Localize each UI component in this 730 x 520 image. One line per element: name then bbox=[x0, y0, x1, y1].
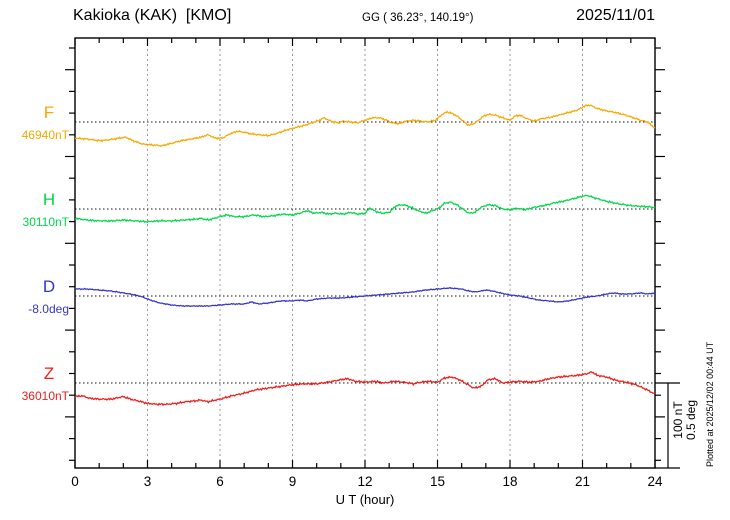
series-letter-H: H bbox=[42, 190, 56, 209]
x-tick-label-18: 18 bbox=[502, 474, 518, 489]
x-axis-label: U T (hour) bbox=[335, 492, 395, 507]
series-baseline-value-Z: 36010nT bbox=[21, 389, 69, 403]
series-letter-Z: Z bbox=[43, 364, 55, 383]
plot-date: 2025/11/01 bbox=[576, 7, 655, 24]
x-tick-label-24: 24 bbox=[647, 474, 663, 489]
plot-border bbox=[74, 37, 656, 469]
scale-bar-label-deg: 0.5 deg bbox=[684, 399, 698, 441]
geographic-coordinates: GG ( 36.23°, 140.19°) bbox=[362, 12, 474, 24]
scale-bar-label: 100 nT 0.5 deg bbox=[671, 396, 700, 444]
trace-Z bbox=[74, 371, 656, 407]
x-tick-label-0: 0 bbox=[71, 474, 79, 489]
x-tick-label-6: 6 bbox=[216, 474, 224, 489]
x-tick-label-15: 15 bbox=[429, 474, 446, 489]
x-tick-label-12: 12 bbox=[357, 474, 373, 489]
plotted-at-timestamp: Plotted at 2025/12/02 00:44 UT bbox=[705, 341, 715, 467]
series-letter-D: D bbox=[42, 277, 56, 296]
series-baseline-value-H: 30110nT bbox=[22, 215, 69, 229]
x-tick-label-3: 3 bbox=[143, 474, 152, 489]
trace-H bbox=[74, 194, 656, 224]
series-letter-F: F bbox=[43, 103, 55, 122]
series-baseline-value-F: 46940nT bbox=[21, 128, 69, 142]
series-baseline-value-D: -8.0deg bbox=[28, 302, 69, 316]
trace-F bbox=[74, 104, 656, 148]
x-tick-label-9: 9 bbox=[288, 474, 297, 489]
station-title: Kakioka (KAK) [KMO] bbox=[73, 7, 232, 24]
x-tick-label-21: 21 bbox=[574, 474, 591, 489]
trace-D bbox=[74, 286, 656, 308]
